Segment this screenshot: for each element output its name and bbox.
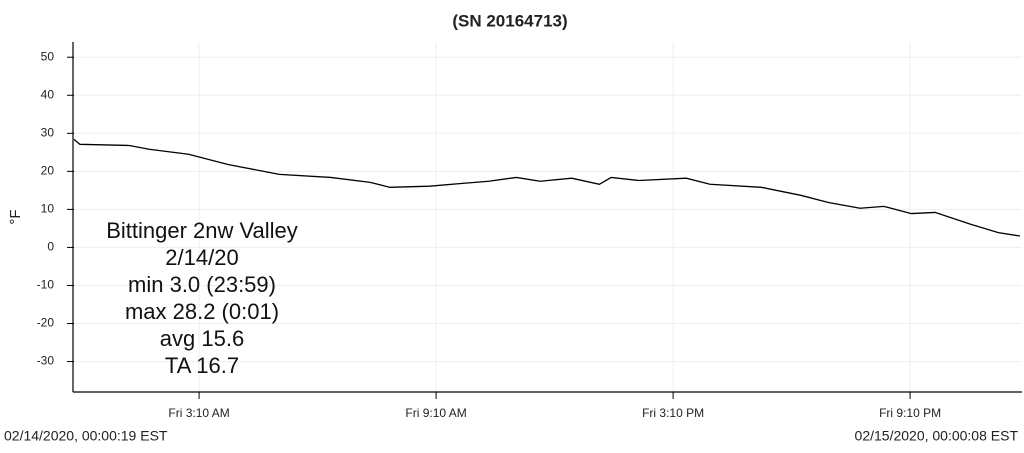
x-tick-label: Fri 3:10 PM xyxy=(642,406,704,420)
y-axis-label: °F xyxy=(7,209,24,224)
x-tick-label: Fri 9:10 PM xyxy=(879,406,941,420)
end-time: 02/15/2020, 00:00:08 EST xyxy=(855,428,1019,444)
annotation-line: 2/14/20 xyxy=(165,245,238,270)
annotation-line: TA 16.7 xyxy=(165,353,239,378)
annotation-line: max 28.2 (0:01) xyxy=(125,299,279,324)
chart-title: (SN 20164713) xyxy=(452,11,567,30)
y-tick-label: -10 xyxy=(37,278,55,292)
y-tick-label: 10 xyxy=(41,202,55,216)
y-tick-label: -20 xyxy=(37,316,55,330)
start-time: 02/14/2020, 00:00:19 EST xyxy=(4,428,168,444)
annotation-line: Bittinger 2nw Valley xyxy=(106,218,298,243)
y-tick-label: 0 xyxy=(47,240,54,254)
x-tick-label: Fri 3:10 AM xyxy=(168,406,229,420)
y-tick-label: 50 xyxy=(41,49,55,63)
temperature-line xyxy=(73,138,1021,237)
annotation-line: avg 15.6 xyxy=(160,326,244,351)
y-tick-label: 20 xyxy=(41,164,55,178)
y-tick-label: -30 xyxy=(37,354,55,368)
x-tick-label: Fri 9:10 AM xyxy=(405,406,466,420)
annotation-line: min 3.0 (23:59) xyxy=(128,272,276,297)
y-tick-label: 40 xyxy=(41,87,55,101)
y-tick-label: 30 xyxy=(41,125,55,139)
